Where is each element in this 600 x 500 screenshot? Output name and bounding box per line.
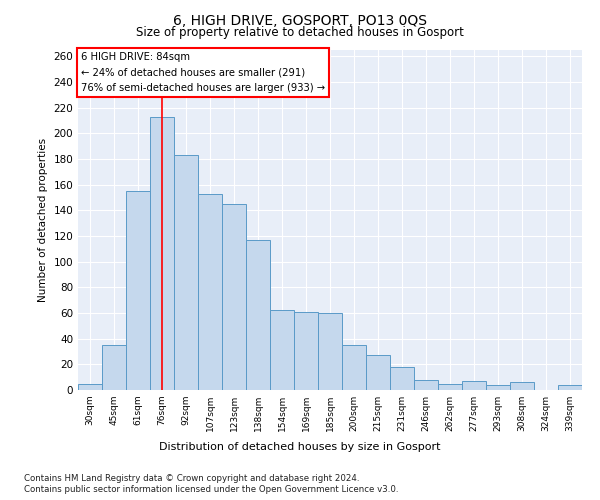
Text: Contains HM Land Registry data © Crown copyright and database right 2024.: Contains HM Land Registry data © Crown c… xyxy=(24,474,359,483)
Bar xyxy=(246,240,270,390)
Bar xyxy=(366,356,390,390)
Bar xyxy=(390,367,414,390)
Bar xyxy=(174,155,198,390)
Text: Distribution of detached houses by size in Gosport: Distribution of detached houses by size … xyxy=(159,442,441,452)
Bar xyxy=(222,204,246,390)
Text: Size of property relative to detached houses in Gosport: Size of property relative to detached ho… xyxy=(136,26,464,39)
Bar xyxy=(342,345,366,390)
Bar xyxy=(126,191,150,390)
Bar xyxy=(270,310,294,390)
Bar xyxy=(462,381,486,390)
Bar xyxy=(510,382,534,390)
Bar xyxy=(414,380,438,390)
Bar xyxy=(558,385,582,390)
Y-axis label: Number of detached properties: Number of detached properties xyxy=(38,138,48,302)
Bar xyxy=(198,194,222,390)
Bar xyxy=(102,345,126,390)
Bar xyxy=(78,384,102,390)
Bar xyxy=(150,116,174,390)
Bar xyxy=(486,385,510,390)
Text: 6 HIGH DRIVE: 84sqm
← 24% of detached houses are smaller (291)
76% of semi-detac: 6 HIGH DRIVE: 84sqm ← 24% of detached ho… xyxy=(80,52,325,93)
Text: Contains public sector information licensed under the Open Government Licence v3: Contains public sector information licen… xyxy=(24,485,398,494)
Bar xyxy=(294,312,318,390)
Text: 6, HIGH DRIVE, GOSPORT, PO13 0QS: 6, HIGH DRIVE, GOSPORT, PO13 0QS xyxy=(173,14,427,28)
Bar xyxy=(438,384,462,390)
Bar xyxy=(318,313,342,390)
